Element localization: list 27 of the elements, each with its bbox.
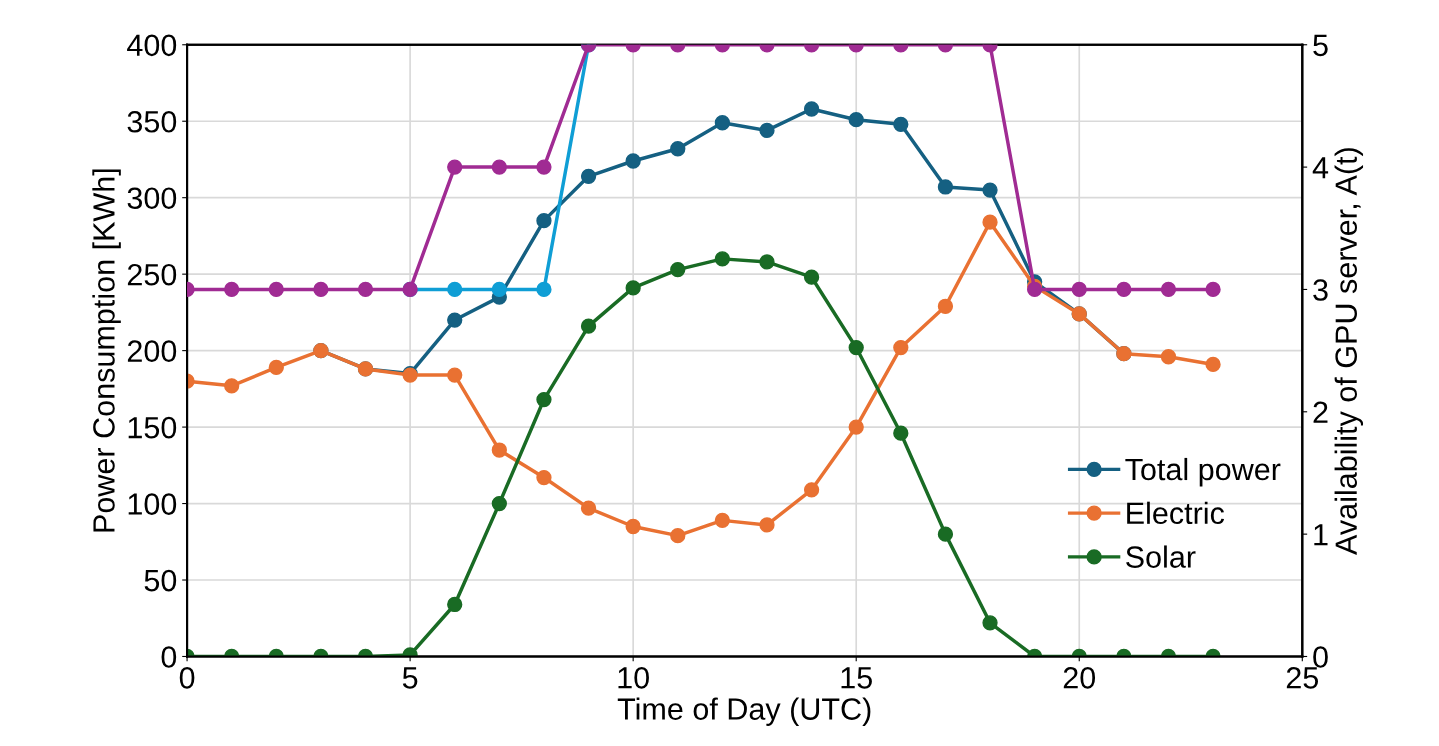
x-tick-label: 15 [841, 667, 872, 689]
y-tick-label: 300 [127, 187, 177, 210]
y-axis-title: Power Consumption [KWh] [92, 169, 121, 532]
legend-label: Electric [1127, 501, 1225, 525]
y2-tick-label: 5 [1313, 34, 1328, 57]
y-tick-label: 400 [127, 34, 177, 57]
y-tick-label: 200 [127, 340, 177, 362]
legend-label: Solar [1126, 545, 1196, 568]
x-tick-label: 5 [402, 667, 418, 689]
y2-tick-label: 4 [1312, 157, 1329, 179]
x-tick-label: 25 [1286, 667, 1319, 689]
y2-tick-label: 1 [1314, 524, 1328, 546]
y2-tick-label: 2 [1313, 401, 1328, 423]
y-tick-label: 0 [161, 646, 177, 668]
y2-axis-title: Availability of GPU server, A(t) [1334, 148, 1364, 555]
x-tick-label: 10 [618, 667, 649, 689]
x-tick-label: 0 [179, 667, 195, 689]
x-tick-label: 20 [1063, 667, 1096, 689]
y-tick-label: 50 [144, 569, 177, 592]
y-tick-label: 100 [128, 493, 177, 515]
y-tick-label: 350 [127, 110, 177, 133]
legend-label: Total power [1125, 457, 1281, 487]
x-axis-title: Time of Day (UTC) [617, 697, 871, 726]
y2-tick-label: 0 [1313, 646, 1328, 668]
y-tick-label: 250 [127, 263, 177, 286]
y2-tick-label: 3 [1313, 279, 1328, 301]
y-tick-label: 150 [128, 416, 177, 439]
